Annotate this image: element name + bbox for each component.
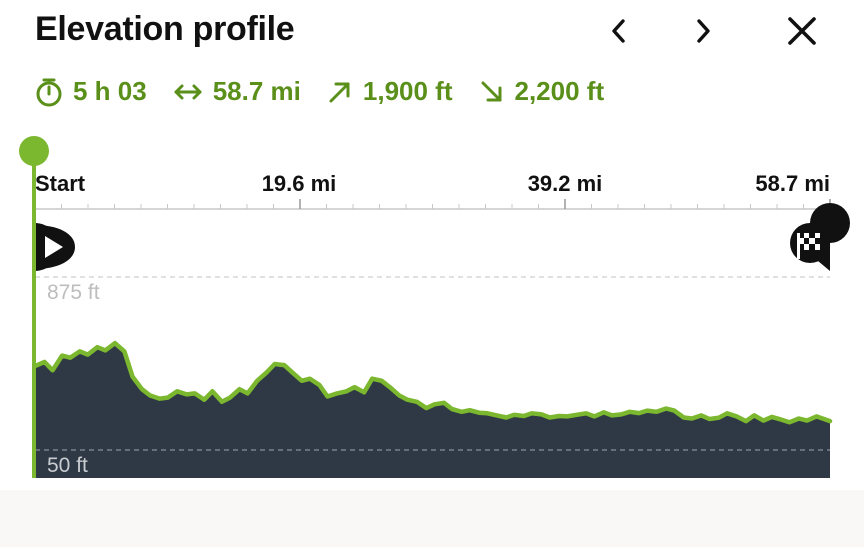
tick-label-start: Start [35,171,86,196]
close-icon [788,17,816,45]
tick-label-39-2: 39.2 mi [528,171,603,196]
elevation-line [32,340,833,425]
footer-area [0,490,864,547]
start-play-marker-icon[interactable] [35,223,75,271]
page-title: Elevation profile [35,10,295,48]
tick-label-19-6: 19.6 mi [262,171,337,196]
finish-flag-marker-icon[interactable] [790,203,850,271]
arrow-down-right-icon [481,81,501,101]
position-cursor-handle[interactable] [19,136,49,166]
distance-arrows-icon [174,84,202,99]
chevron-right-icon [697,19,710,43]
arrow-up-right-icon [329,82,350,102]
ascent-stat: 1,900 ft [327,76,453,107]
elevation-chart-svg: Start 19.6 mi 39.2 mi 58.7 mi 875 ft 50 … [19,136,850,478]
ref-label-bottom: 50 ft [47,454,88,477]
ascent-value: 1,900 ft [362,76,453,106]
x-axis-tick-labels: Start 19.6 mi 39.2 mi 58.7 mi [35,171,830,196]
tour-stats: 5 h 03 58.7 mi 1,900 ft 2,200 ft [35,76,630,107]
elevation-area [35,343,830,478]
distance-value: 58.7 mi [212,76,301,106]
ref-label-top: 875 ft [47,281,100,304]
x-axis-minor-ticks [61,204,804,209]
next-button[interactable] [686,14,720,48]
previous-button[interactable] [602,14,636,48]
chevron-left-icon [612,19,625,43]
tick-label-58-7: 58.7 mi [755,171,830,196]
stopwatch-icon [36,78,62,106]
distance-stat: 58.7 mi [173,76,301,107]
descent-stat: 2,200 ft [479,76,605,107]
close-button[interactable] [785,14,819,48]
elevation-chart[interactable]: Start 19.6 mi 39.2 mi 58.7 mi 875 ft 50 … [0,0,864,490]
descent-value: 2,200 ft [514,76,605,106]
duration-value: 5 h 03 [73,76,147,106]
duration-stat: 5 h 03 [35,76,147,107]
